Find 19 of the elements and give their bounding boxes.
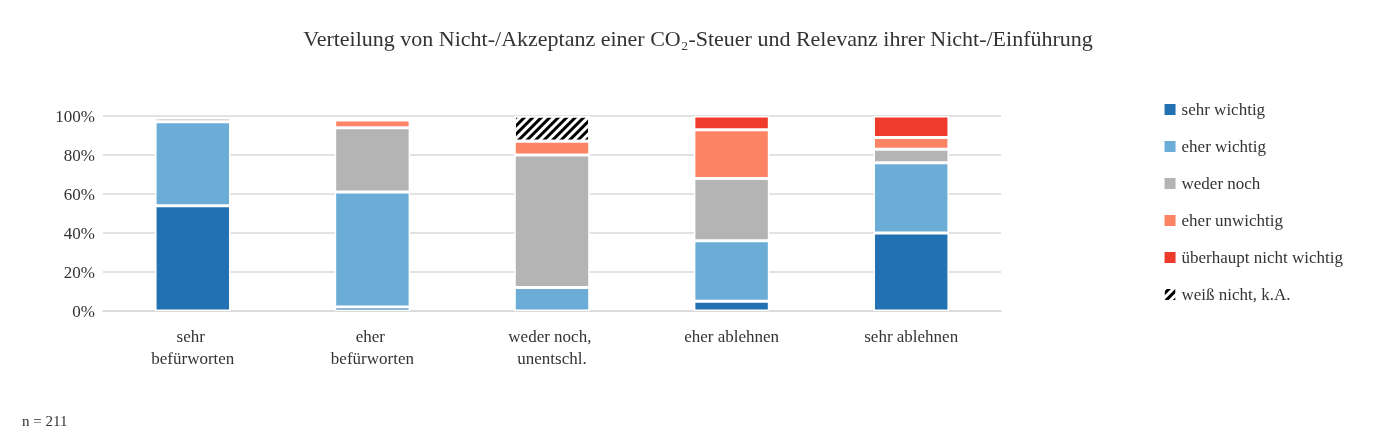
legend-label: weiß nicht, k.A. <box>1181 285 1291 304</box>
y-tick-label: 100% <box>55 106 95 126</box>
x-tick-label: sehr befürworten <box>151 326 235 368</box>
legend-label: überhaupt nicht wichtig <box>1181 248 1344 267</box>
x-tick-label: eher befürworten <box>330 326 415 368</box>
y-tick-label: 0% <box>72 301 95 321</box>
text: n = 211 <box>22 412 68 429</box>
y-tick-label: 80% <box>63 145 95 165</box>
x-tick-label: eher ablehnen <box>684 326 780 346</box>
legend-label: eher wichtig <box>1181 137 1267 156</box>
legend-label: eher unwichtig <box>1181 211 1284 230</box>
legend-label: weder noch <box>1181 174 1261 193</box>
y-tick-label: 60% <box>63 184 95 204</box>
y-tick-label: 20% <box>63 262 95 282</box>
y-tick-label: 40% <box>63 223 95 243</box>
x-tick-label: weder noch, unentschl. <box>508 326 596 368</box>
chart-title: Verteilung von Nicht-/Akzeptanz einer CO₂-Steuer und Relevanz ihrer Nicht-/Einführung <box>303 25 1093 51</box>
legend-label: sehr wichtig <box>1181 100 1266 119</box>
x-tick-label: sehr ablehnen <box>864 326 959 346</box>
